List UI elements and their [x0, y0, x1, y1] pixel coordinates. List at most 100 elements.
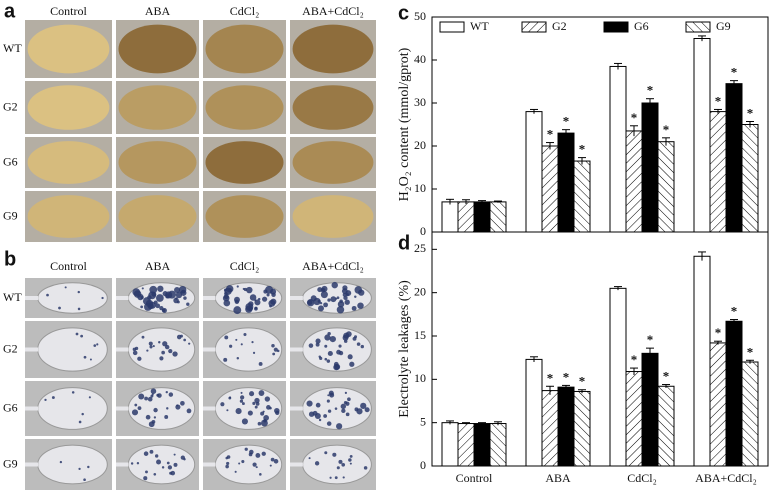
legend-swatch	[603, 21, 629, 33]
stain	[344, 299, 350, 305]
stain	[138, 393, 145, 400]
stain	[326, 359, 331, 363]
stain	[249, 294, 257, 301]
stain	[46, 293, 49, 297]
bar	[489, 201, 507, 233]
stain	[234, 470, 237, 473]
bar	[489, 423, 507, 467]
stain	[317, 299, 321, 303]
significance-mark: *	[579, 374, 586, 389]
stain	[320, 291, 328, 299]
legend-swatch	[439, 21, 465, 33]
stain	[334, 476, 338, 480]
stain	[327, 394, 330, 397]
stain	[168, 348, 173, 354]
stain	[340, 403, 347, 410]
stain	[243, 333, 247, 337]
stain	[269, 464, 272, 467]
panel-letter: d	[398, 232, 410, 254]
stain	[151, 419, 156, 424]
stain	[226, 455, 231, 459]
stain	[240, 391, 243, 394]
stain	[254, 306, 258, 311]
stain	[258, 362, 263, 366]
stain	[78, 467, 81, 470]
bar	[573, 390, 591, 467]
stain	[329, 392, 335, 398]
stain	[162, 341, 168, 347]
stain	[323, 302, 328, 308]
stain	[336, 423, 343, 430]
stain	[51, 396, 55, 400]
legend-label: WT	[470, 19, 489, 33]
stain	[137, 406, 142, 411]
stain	[351, 305, 357, 311]
petiole	[116, 296, 129, 300]
stain	[83, 355, 87, 359]
bar	[709, 342, 727, 467]
stain	[324, 344, 328, 348]
stain	[149, 345, 153, 349]
stain	[331, 281, 338, 289]
petiole	[203, 296, 216, 300]
stain	[155, 294, 164, 302]
y-axis-label: Electrolyte leakages (%)	[397, 280, 412, 418]
stain	[315, 338, 321, 344]
stain	[247, 410, 253, 416]
stain	[259, 473, 262, 476]
significance-mark: *	[731, 304, 738, 319]
significance-mark: *	[547, 370, 554, 385]
stain	[89, 358, 92, 361]
row-label: WT	[3, 290, 22, 304]
stain	[318, 305, 324, 312]
stain	[249, 391, 255, 397]
stain	[137, 356, 142, 361]
stain	[317, 287, 323, 293]
stain	[88, 396, 91, 399]
stain	[228, 396, 232, 400]
stain	[244, 447, 248, 451]
stain	[175, 291, 183, 299]
stain	[254, 299, 261, 306]
stain	[77, 307, 81, 311]
stain	[150, 394, 154, 398]
stain	[141, 287, 144, 290]
stain	[323, 414, 328, 418]
stain	[238, 462, 241, 465]
stain	[338, 350, 344, 356]
stain	[338, 344, 342, 348]
stain	[270, 288, 277, 295]
leaf	[214, 327, 283, 372]
y-tick-label: 0	[420, 224, 426, 238]
stain	[93, 344, 97, 347]
leaf	[127, 444, 196, 485]
leaf	[205, 195, 284, 238]
stain	[245, 302, 254, 311]
petiole	[25, 347, 39, 352]
column-header: ABA	[145, 4, 171, 18]
stain	[258, 390, 265, 396]
petiole	[290, 462, 303, 467]
petiole	[290, 296, 303, 300]
y-tick-label: 50	[414, 9, 426, 23]
stain	[347, 354, 353, 360]
stain	[334, 407, 338, 410]
leaf	[214, 444, 283, 485]
column-header: ABA+CdCl₂	[302, 259, 364, 273]
stain	[344, 391, 348, 395]
x-tick-label: ABA	[545, 471, 571, 485]
stain	[77, 290, 80, 294]
stain	[180, 401, 185, 406]
stain	[336, 306, 345, 314]
row-label: G9	[3, 456, 18, 470]
stain	[150, 388, 157, 394]
petiole	[25, 462, 39, 467]
stain	[235, 338, 238, 341]
stain	[363, 466, 368, 470]
stain	[252, 401, 256, 405]
significance-mark: *	[747, 344, 754, 359]
stain	[161, 466, 165, 469]
stain	[345, 412, 350, 417]
stain	[255, 453, 261, 458]
stain	[58, 306, 61, 310]
